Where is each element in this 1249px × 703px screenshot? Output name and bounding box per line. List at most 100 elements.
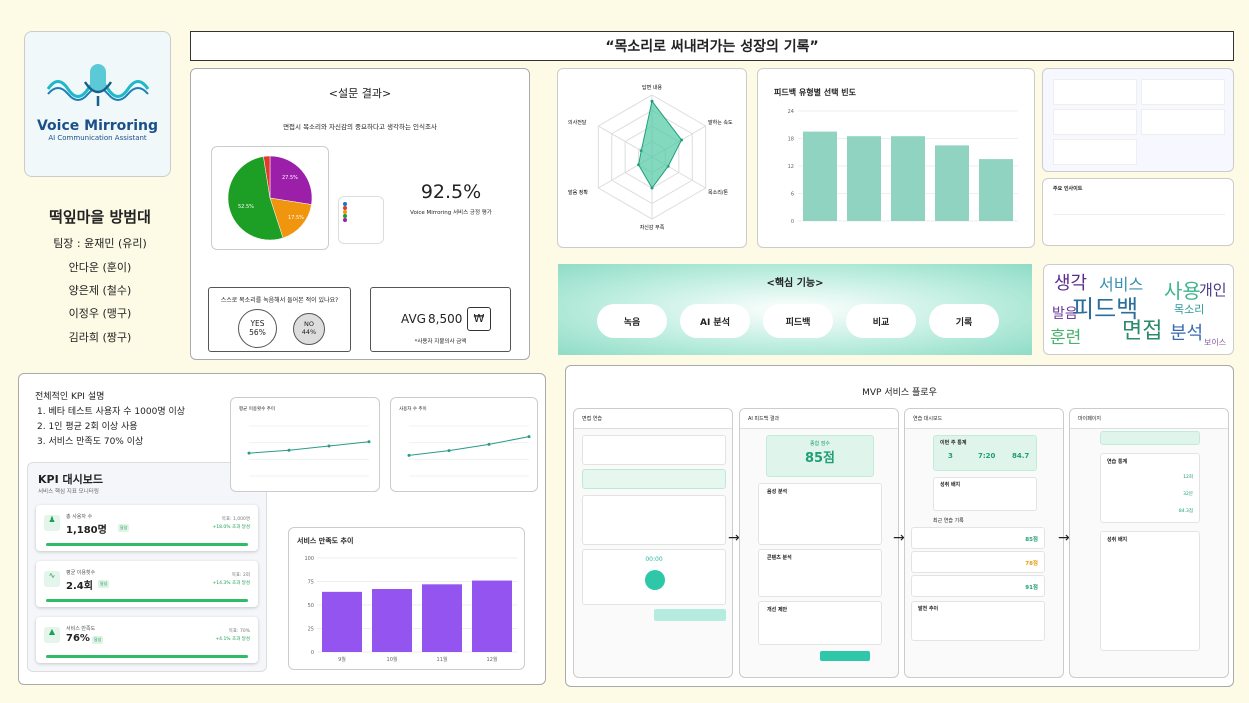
recorder: 00:00 xyxy=(582,549,726,605)
word: 개인 xyxy=(1199,281,1227,299)
kpi-explain-title: 전체적인 KPI 설명 xyxy=(35,392,105,402)
pie-slice xyxy=(269,155,313,205)
legend-item xyxy=(343,214,379,218)
week-stat: 3 xyxy=(948,452,953,460)
profile-edit-button[interactable] xyxy=(1100,431,1200,445)
bar xyxy=(935,145,969,221)
logo-name: Voice Mirroring xyxy=(36,118,158,134)
kpi-panel: 전체적인 KPI 설명 1. 베타 테스트 사용자 수 1000명 이상 2. … xyxy=(18,373,546,685)
feature-ai-analysis: AI 분석 xyxy=(680,304,750,338)
legend-item xyxy=(343,218,379,222)
line-point xyxy=(287,448,291,452)
yes-label: YES xyxy=(250,319,265,328)
badge-box: 성취 배지 xyxy=(933,477,1037,511)
screen-header: AI 피드백 결과 xyxy=(740,409,898,429)
save-button[interactable] xyxy=(820,651,870,661)
section-title: 음성 분석 xyxy=(767,489,788,495)
record-timer: 00:00 xyxy=(645,556,663,563)
legend-item xyxy=(343,206,379,210)
team-member: 이정우 (맹구) xyxy=(68,307,132,320)
tick-label: 0 xyxy=(311,650,314,656)
tick-label: 50 xyxy=(308,603,314,609)
pie-slice xyxy=(227,156,284,241)
history-item[interactable]: 85점 xyxy=(911,527,1045,549)
practice-value: 32분 xyxy=(1183,492,1193,497)
bar xyxy=(372,589,412,652)
pie-slice xyxy=(269,197,312,239)
feature-record: 녹음 xyxy=(597,304,667,338)
score-card: 종합 점수 85점 xyxy=(766,435,874,477)
kpi-dashboard: KPI 대시보드 서비스 핵심 지표 모니터링 ♟ 총 사용자 수 1,180명… xyxy=(27,462,267,672)
tick-label: 100 xyxy=(304,556,314,562)
word: 발음 xyxy=(1052,306,1078,322)
avg-price-card: AVG 8,500 ₩ *사용자 지불의사 금액 xyxy=(370,287,511,352)
feature-feedback: 피드백 xyxy=(763,304,833,338)
week-stat: 7:20 xyxy=(978,452,996,460)
kpi-delta: +4.1% 초과 달성 xyxy=(215,637,250,642)
bar xyxy=(891,136,925,221)
word: 면접 xyxy=(1122,319,1163,344)
history-item[interactable]: 78점 xyxy=(911,551,1045,573)
kpi-goal: 목표: 2회 xyxy=(231,573,250,578)
screen-feedback: AI 피드백 결과 종합 점수 85점 음성 분석 콘텐츠 분석 개선 제안 xyxy=(739,408,899,678)
feedback-bar-chart: 0 6 12 18 24 xyxy=(788,109,1018,225)
history-score: 78점 xyxy=(1025,561,1038,567)
radar-label: 말하는 속도 xyxy=(708,119,733,126)
answer-input[interactable] xyxy=(582,495,726,545)
kpi-explain-item: 3. 서비스 만족도 70% 이상 xyxy=(37,437,144,447)
question-select[interactable] xyxy=(582,435,726,465)
line-point xyxy=(327,444,331,448)
tick-label: 0 xyxy=(791,219,794,225)
thumbs-up-icon: ▲ xyxy=(44,627,60,643)
legend-item xyxy=(343,210,379,214)
avg-label: AVG xyxy=(401,312,426,326)
stats-mini-card xyxy=(1042,68,1234,172)
progress-box: 발전 추이 xyxy=(911,601,1045,641)
kpi-label: 총 사용자 수 xyxy=(66,514,93,520)
word: 사용 xyxy=(1164,279,1201,303)
kpi-progress-bar xyxy=(46,543,248,546)
radar-label: 자신감 부족 xyxy=(640,224,665,231)
bar xyxy=(847,136,881,221)
line-series xyxy=(248,441,370,454)
bar xyxy=(422,584,462,652)
team-member: 안다운 (훈이) xyxy=(68,261,132,274)
line-chart-title: 사용자 수 추이 xyxy=(399,407,427,412)
core-features-heading: <핵심 기능> xyxy=(766,278,824,289)
badge-title: 성취 배지 xyxy=(940,482,961,488)
avg-value: 8,500 xyxy=(428,312,463,326)
users-icon: ♟ xyxy=(44,515,60,531)
pie-slice xyxy=(263,155,271,199)
insight-item xyxy=(1053,219,1225,239)
line-series xyxy=(408,436,530,456)
kpi-label: 서비스 만족도 xyxy=(66,626,96,632)
kpi-goal: 목표: 70% xyxy=(228,629,250,634)
feature-history: 기록 xyxy=(929,304,999,338)
positive-rate: 92.5% xyxy=(420,181,482,203)
flow-arrow-icon: → xyxy=(1058,530,1070,546)
practice-value: 84.3점 xyxy=(1178,509,1193,514)
category-label: 10월 xyxy=(387,656,398,663)
users-line-chart xyxy=(407,425,531,477)
practice-stats: 연습 통계 12회 32분 84.3점 xyxy=(1100,453,1200,523)
radar-card: 답변 내용 말하는 속도 목소리/톤 자신감 부족 발음 정확 의사전달 xyxy=(557,68,747,248)
kpi-badge: 달성 xyxy=(92,636,104,644)
history-item[interactable]: 91점 xyxy=(911,575,1045,597)
record-button[interactable] xyxy=(645,570,665,590)
positive-rate-caption: Voice Mirroring 서비스 긍정 평가 xyxy=(410,210,492,216)
kpi-value: 2.4회 xyxy=(66,581,93,592)
line-chart-title: 평균 이용횟수 추이 xyxy=(239,407,275,412)
word: 생각 xyxy=(1054,273,1088,294)
improvement: 개선 제안 xyxy=(758,601,882,645)
kpi-goal: 목표: 1,000명 xyxy=(221,517,250,522)
pie-label: 17.5% xyxy=(288,215,304,221)
submit-button[interactable] xyxy=(654,609,726,621)
kpi-badge: 달성 xyxy=(98,580,110,588)
radar-series xyxy=(638,100,683,189)
pie-card: 27.5% 17.5% 52.5% xyxy=(211,146,329,250)
mini-stat xyxy=(1053,139,1137,165)
pie-label: 27.5% xyxy=(282,175,298,181)
mini-stat xyxy=(1141,79,1225,105)
line-chart-card-usage: 평균 이용횟수 추이 xyxy=(230,397,380,492)
line-point xyxy=(367,440,371,444)
